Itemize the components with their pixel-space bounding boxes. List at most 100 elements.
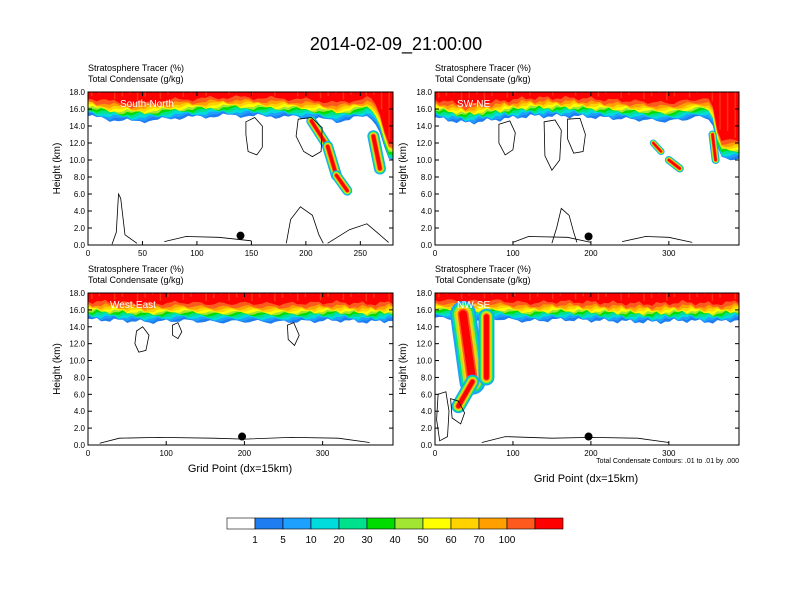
y-tick-label: 2.0 [421,224,433,233]
y-tick-label: 10.0 [416,357,432,366]
y-tick-label: 12.0 [69,340,85,349]
panel-nw-se: Stratosphere Tracer (%) Total Condensate… [398,264,740,485]
intrusion-1 [456,379,475,409]
condensate-contour [286,322,300,347]
plot-frame [87,292,394,446]
location-marker [238,432,247,441]
panel-south-north: Stratosphere Tracer (%) Total Condensate… [52,63,394,258]
colorbar-swatch [478,517,508,530]
y-tick-label: 14.0 [69,323,85,332]
y-tick-label: 12.0 [416,340,432,349]
intrusion-2 [334,173,349,193]
colorbar-swatch [394,517,424,530]
colorbar-swatch [366,517,396,530]
axes: 0.0 2.0 4.0 6.0 8.0 10.0 12.0 14.0 16.0 18.0 0 50 10… [69,88,393,258]
condensate-contour [622,236,693,243]
colorbar: 1 5 10 20 30 40 50 60 70 100 [226,517,564,546]
y-tick-label: 0.0 [421,241,433,250]
panel-title-tracer: Stratosphere Tracer (%) [435,264,531,274]
tracer-band-8 [88,92,393,150]
condensate-contour [567,117,586,154]
y-tick-label: 8.0 [74,373,86,382]
colorbar-swatch [338,517,368,530]
location-marker [236,231,245,240]
y-tick-label: 8.0 [74,173,86,182]
tracer-band-10 [435,293,739,306]
colorbar-label: 100 [499,535,516,546]
condensate-contour [436,391,450,442]
intrusion-0 [652,141,663,153]
y-tick-label: 14.0 [69,122,85,131]
colorbar-swatch [422,517,452,530]
condensate-contour [327,223,389,244]
colorbar-label: 10 [305,535,317,546]
x-tick-label: 0 [433,249,438,258]
condensate-contour [164,236,252,242]
condensate-contour [512,236,591,243]
x-tick-label: 0 [433,449,438,458]
heatmap-plot-area [88,293,393,445]
y-tick-label: 8.0 [421,173,433,182]
condensate-contour [285,206,324,244]
colorbar-label: 5 [280,535,286,546]
x-tick-label: 0 [86,449,91,458]
condensate-contour [295,117,323,158]
y-tick-label: 18.0 [416,289,432,298]
cross-section-label: South-North [120,99,174,110]
x-tick-label: 200 [584,249,598,258]
y-tick-label: 10.0 [69,357,85,366]
colorbar-label: 30 [361,535,373,546]
x-tick-label: 0 [86,249,91,258]
intrusion-1 [667,158,681,170]
y-tick-label: 14.0 [416,122,432,131]
y-tick-label: 8.0 [421,373,433,382]
x-tick-label: 100 [160,449,174,458]
plot-frame [87,91,394,246]
x-tick-label: 100 [506,449,520,458]
panel-title-tracer: Stratosphere Tracer (%) [88,264,184,274]
condensate-contour [172,322,183,340]
x-tick-label: 100 [506,249,520,258]
y-tick-label: 16.0 [69,306,85,315]
y-tick-label: 2.0 [74,424,86,433]
tracer-band-10 [435,92,739,142]
y-axis-label: Height (km) [52,343,63,395]
x-tick-label: 200 [584,449,598,458]
y-tick-label: 12.0 [69,139,85,148]
panel-title-condensate: Total Condensate (g/kg) [88,74,184,84]
intrusion-2 [711,133,717,162]
y-tick-label: 4.0 [421,207,433,216]
heatmap-plot-area [435,92,739,245]
y-axis-label: Height (km) [52,143,63,195]
colorbar-label: 1 [252,535,258,546]
axes: 0.0 2.0 4.0 6.0 8.0 10.0 12.0 14.0 16.0 18.0 0 100 2… [69,289,393,458]
x-axis-label: Grid Point (dx=15km) [188,463,292,475]
intrusion-0 [459,310,477,386]
intrusion-1 [325,144,339,177]
condensate-contour [551,207,578,244]
colorbar-swatch [282,517,312,530]
y-tick-label: 4.0 [421,407,433,416]
x-axis-label: Grid Point (dx=15km) [534,473,638,485]
location-marker [584,432,593,441]
cross-section-label: West-East [110,300,156,311]
cross-section-label: SW-NE [457,99,490,110]
y-tick-label: 16.0 [416,105,432,114]
x-tick-label: 200 [299,249,313,258]
x-tick-label: 50 [138,249,147,258]
y-axis-label: Height (km) [398,343,409,395]
panel-title-condensate: Total Condensate (g/kg) [435,275,531,285]
panel-title-tracer: Stratosphere Tracer (%) [435,63,531,73]
condensate-contour [481,436,669,443]
condensate-contour [134,326,150,353]
axes: 0.0 2.0 4.0 6.0 8.0 10.0 12.0 14.0 16.0 18.0 0 100 2… [416,289,739,458]
colorbar-swatch [254,517,284,530]
y-tick-label: 4.0 [74,207,86,216]
colorbar-swatch [450,517,480,530]
tracer-band-10 [88,293,393,306]
y-tick-label: 10.0 [416,156,432,165]
tracer-band-10 [88,92,393,144]
cross-section-label: NW-SE [457,300,490,311]
y-tick-label: 10.0 [69,156,85,165]
